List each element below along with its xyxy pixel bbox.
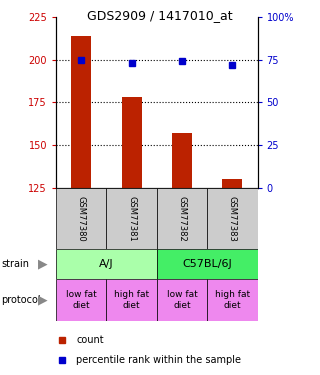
Text: low fat
diet: low fat diet [167,290,197,310]
Text: GSM77381: GSM77381 [127,196,136,242]
Bar [56,249,157,279]
Bar [122,97,142,188]
Bar [106,279,157,321]
Text: GDS2909 / 1417010_at: GDS2909 / 1417010_at [87,9,233,22]
Text: GSM77380: GSM77380 [77,196,86,242]
Bar [56,188,106,249]
Text: high fat
diet: high fat diet [215,290,250,310]
Text: GSM77382: GSM77382 [178,196,187,242]
Bar [56,279,106,321]
Text: strain: strain [2,260,30,269]
Text: ▶: ▶ [38,294,48,306]
Bar [157,279,207,321]
Bar [172,133,192,188]
Bar [106,188,157,249]
Text: C57BL/6J: C57BL/6J [182,260,232,269]
Bar [207,279,258,321]
Text: GSM77383: GSM77383 [228,195,237,242]
Bar [207,188,258,249]
Text: ▶: ▶ [38,258,48,271]
Text: A/J: A/J [99,260,114,269]
Bar [71,36,91,188]
Text: high fat
diet: high fat diet [114,290,149,310]
Bar [157,188,207,249]
Text: count: count [76,336,104,345]
Bar [222,179,243,188]
Text: protocol: protocol [2,295,41,305]
Text: percentile rank within the sample: percentile rank within the sample [76,356,241,365]
Text: low fat
diet: low fat diet [66,290,97,310]
Bar [157,249,258,279]
